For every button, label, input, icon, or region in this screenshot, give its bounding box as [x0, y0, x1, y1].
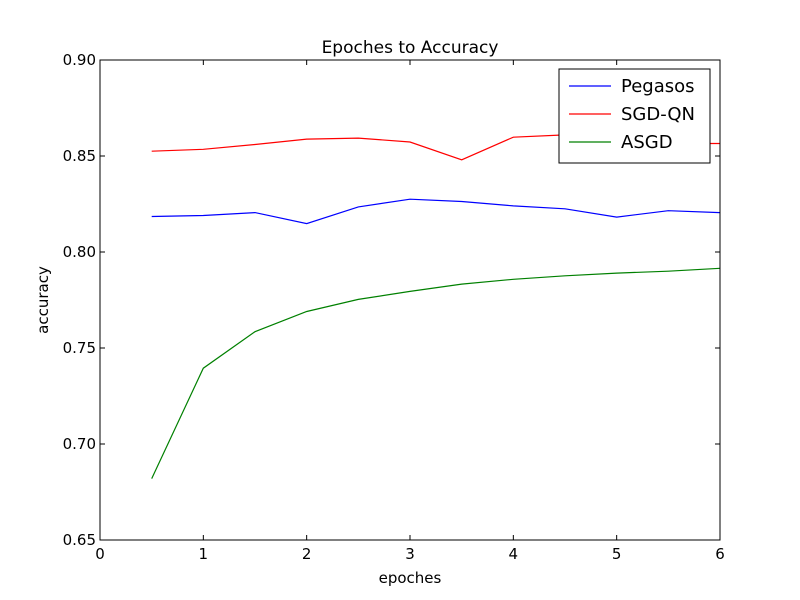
y-tick-label: 0.65: [63, 531, 96, 549]
y-tick-label: 0.70: [63, 435, 96, 453]
x-axis-label: epoches: [379, 569, 442, 587]
series-layer: [151, 134, 721, 479]
x-tick-label: 5: [612, 545, 622, 563]
legend: Pegasos SGD-QN ASGD: [558, 68, 711, 164]
ticks-layer: 0 1 2 3 4 5 6 0.65 0.70 0.75 0.80 0.85 0.90: [63, 51, 725, 563]
y-tick-label: 0.85: [63, 147, 96, 165]
y-tick-label: 0.90: [63, 51, 96, 69]
y-axis-label: accuracy: [34, 266, 52, 334]
y-tick-label: 0.75: [63, 339, 96, 357]
chart-title: Epoches to Accuracy: [322, 38, 499, 58]
series-line-asgd: [151, 267, 721, 479]
x-tick-label: 4: [509, 545, 519, 563]
legend-box: [558, 68, 711, 164]
x-tick-label: 1: [199, 545, 209, 563]
x-tick-label: 6: [715, 545, 725, 563]
series-line-pegasos: [151, 198, 721, 225]
y-tick-label: 0.80: [63, 243, 96, 261]
legend-label-pegasos: Pegasos: [621, 76, 695, 97]
legend-label-asgd: ASGD: [621, 132, 673, 153]
legend-label-sgd-qn: SGD-QN: [621, 104, 695, 125]
x-tick-label: 2: [302, 545, 312, 563]
x-tick-label: 3: [405, 545, 415, 563]
x-tick-label: 0: [95, 545, 105, 563]
